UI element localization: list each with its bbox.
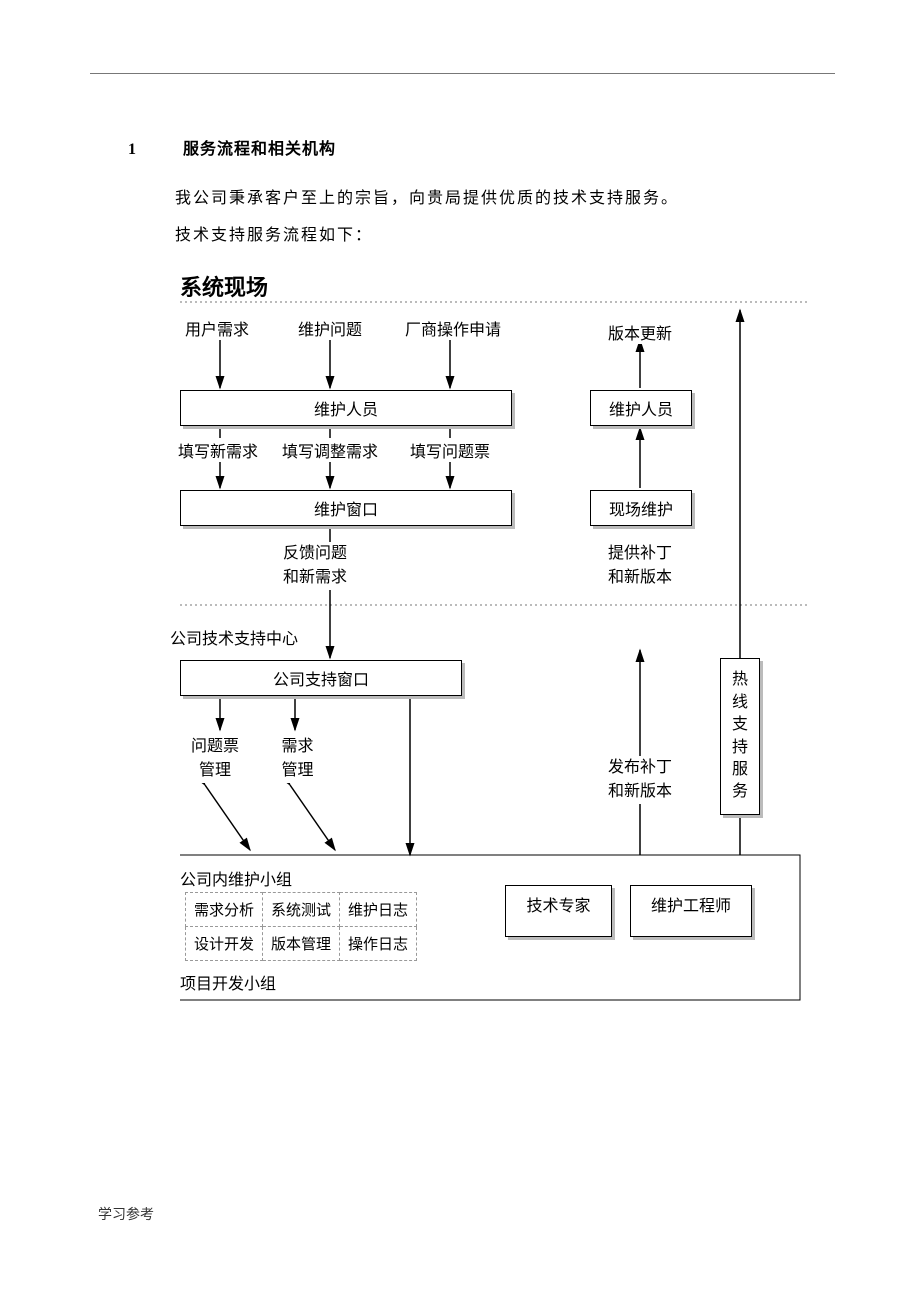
table-row: 设计开发 版本管理 操作日志 (186, 927, 417, 961)
label-fill-adjust: 填写调整需求 (282, 438, 378, 462)
label-ticket-mgmt-2: 管理 (199, 762, 231, 779)
label-fill-new: 填写新需求 (178, 438, 258, 462)
flowchart: 系统现场 (180, 270, 810, 1010)
grid-cell: 需求分析 (186, 893, 263, 927)
node-maint-window-label: 维护窗口 (314, 496, 378, 520)
node-site-maint-label: 现场维护 (609, 496, 673, 520)
node-maint-staff-right-label: 维护人员 (609, 396, 673, 420)
label-patch-1: 提供补丁 (608, 545, 672, 562)
top-rule (90, 73, 835, 74)
paragraph-2: 技术支持服务流程如下： (175, 221, 373, 245)
label-version-update: 版本更新 (608, 320, 672, 344)
label-dev-team: 项目开发小组 (180, 970, 276, 994)
label-maint-issue: 维护问题 (298, 316, 362, 340)
grid-cell: 系统测试 (263, 893, 340, 927)
label-inner-team: 公司内维护小组 (180, 866, 292, 890)
label-support-center: 公司技术支持中心 (170, 625, 298, 649)
label-req-mgmt: 需求 管理 (270, 735, 325, 783)
grid-cell: 设计开发 (186, 927, 263, 961)
node-maint-staff-right: 维护人员 (590, 390, 692, 426)
label-ticket-mgmt: 问题票 管理 (180, 735, 250, 783)
dash-grid: 需求分析 系统测试 维护日志 设计开发 版本管理 操作日志 (185, 892, 417, 961)
section-title: 服务流程和相关机构 (183, 141, 336, 158)
section-number: 1 (128, 141, 178, 159)
section-heading: 1 服务流程和相关机构 (128, 135, 336, 159)
label-vendor-req: 厂商操作申请 (405, 316, 501, 340)
node-maint-engineer-label: 维护工程师 (651, 886, 731, 916)
label-req-mgmt-1: 需求 (281, 738, 313, 755)
label-ticket-mgmt-1: 问题票 (191, 738, 239, 755)
label-release-2: 和新版本 (608, 783, 672, 800)
label-feedback-2: 和新需求 (283, 569, 347, 586)
node-hotline: 热 线 支 持 服 务 (720, 658, 760, 815)
grid-cell: 维护日志 (340, 893, 417, 927)
node-tech-expert-label: 技术专家 (526, 886, 590, 916)
label-feedback-1: 反馈问题 (283, 545, 347, 562)
label-patch-2: 和新版本 (608, 569, 672, 586)
grid-cell: 操作日志 (340, 927, 417, 961)
node-maint-window: 维护窗口 (180, 490, 512, 526)
node-maint-staff-left: 维护人员 (180, 390, 512, 426)
node-tech-expert: 技术专家 (505, 885, 612, 937)
node-hotline-label: 热 线 支 持 服 务 (721, 669, 759, 803)
footer-text: 学习参考 (98, 1204, 154, 1224)
node-support-window-label: 公司支持窗口 (273, 666, 369, 690)
node-support-window: 公司支持窗口 (180, 660, 462, 696)
paragraph-1: 我公司秉承客户至上的宗旨，向贵局提供优质的技术支持服务。 (175, 184, 679, 208)
node-maint-staff-left-label: 维护人员 (314, 396, 378, 420)
grid-cell: 版本管理 (263, 927, 340, 961)
label-patch: 提供补丁 和新版本 (590, 542, 690, 590)
table-row: 需求分析 系统测试 维护日志 (186, 893, 417, 927)
label-fill-ticket: 填写问题票 (410, 438, 490, 462)
label-user-req: 用户需求 (185, 316, 249, 340)
label-release-1: 发布补丁 (608, 759, 672, 776)
node-maint-engineer: 维护工程师 (630, 885, 752, 937)
label-req-mgmt-2: 管理 (281, 762, 313, 779)
page: 1 服务流程和相关机构 我公司秉承客户至上的宗旨，向贵局提供优质的技术支持服务。… (0, 0, 920, 1302)
node-site-maint: 现场维护 (590, 490, 692, 526)
label-feedback: 反馈问题 和新需求 (245, 542, 385, 590)
label-release: 发布补丁 和新版本 (595, 756, 685, 804)
